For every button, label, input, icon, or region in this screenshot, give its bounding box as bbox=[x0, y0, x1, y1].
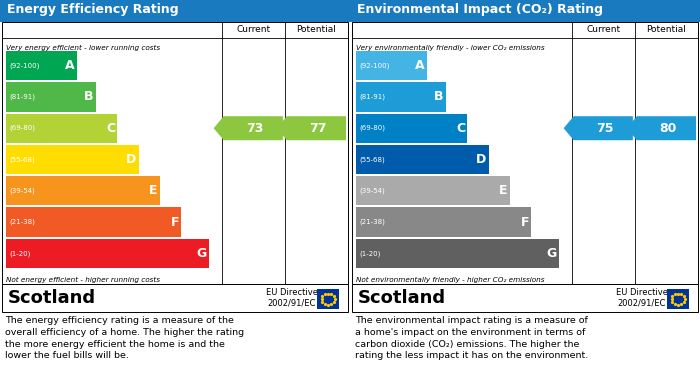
Text: F: F bbox=[521, 215, 529, 229]
Text: (69-80): (69-80) bbox=[9, 125, 35, 131]
Text: (81-91): (81-91) bbox=[9, 94, 35, 100]
Text: EU Directive
2002/91/EC: EU Directive 2002/91/EC bbox=[266, 288, 318, 308]
Text: A: A bbox=[415, 59, 424, 72]
Bar bbox=[6, 208, 181, 237]
Bar bbox=[6, 113, 117, 143]
Text: G: G bbox=[547, 247, 557, 260]
Text: Very environmentally friendly - lower CO₂ emissions: Very environmentally friendly - lower CO… bbox=[356, 45, 545, 51]
Bar bbox=[356, 208, 531, 237]
Text: (1-20): (1-20) bbox=[9, 250, 30, 256]
Bar bbox=[0, 0, 350, 22]
Text: The environmental impact rating is a measure of
a home's impact on the environme: The environmental impact rating is a mea… bbox=[355, 316, 588, 361]
Text: Potential: Potential bbox=[297, 25, 337, 34]
Text: (21-38): (21-38) bbox=[9, 219, 35, 225]
Polygon shape bbox=[214, 116, 283, 140]
Bar bbox=[356, 145, 489, 174]
Text: (55-68): (55-68) bbox=[359, 156, 385, 163]
Text: C: C bbox=[456, 122, 465, 135]
Text: The energy efficiency rating is a measure of the
overall efficiency of a home. T: The energy efficiency rating is a measur… bbox=[5, 316, 244, 361]
Text: 80: 80 bbox=[659, 122, 677, 135]
Text: 77: 77 bbox=[309, 122, 327, 135]
Text: B: B bbox=[434, 90, 444, 104]
Bar bbox=[6, 239, 209, 268]
Bar bbox=[356, 113, 467, 143]
Text: 73: 73 bbox=[246, 122, 264, 135]
Text: F: F bbox=[171, 215, 179, 229]
Text: Potential: Potential bbox=[647, 25, 687, 34]
Text: Very energy efficient - lower running costs: Very energy efficient - lower running co… bbox=[6, 45, 160, 51]
Text: D: D bbox=[476, 153, 486, 166]
Text: Scotland: Scotland bbox=[8, 289, 96, 307]
Bar bbox=[6, 82, 96, 111]
Bar bbox=[6, 176, 160, 205]
Text: Energy Efficiency Rating: Energy Efficiency Rating bbox=[7, 4, 178, 16]
Bar bbox=[356, 51, 426, 80]
Text: (81-91): (81-91) bbox=[359, 94, 385, 100]
Text: Environmental Impact (CO₂) Rating: Environmental Impact (CO₂) Rating bbox=[357, 4, 603, 16]
Text: Scotland: Scotland bbox=[358, 289, 446, 307]
Text: E: E bbox=[149, 184, 158, 197]
Bar bbox=[6, 51, 76, 80]
Text: B: B bbox=[84, 90, 94, 104]
Text: (39-54): (39-54) bbox=[9, 188, 35, 194]
Bar bbox=[2, 284, 348, 312]
Polygon shape bbox=[276, 116, 346, 140]
Text: E: E bbox=[499, 184, 508, 197]
Bar bbox=[2, 22, 348, 284]
Text: EU Directive
2002/91/EC: EU Directive 2002/91/EC bbox=[616, 288, 668, 308]
Bar bbox=[356, 176, 510, 205]
Text: (21-38): (21-38) bbox=[359, 219, 385, 225]
Polygon shape bbox=[626, 116, 696, 140]
Text: C: C bbox=[106, 122, 115, 135]
Text: D: D bbox=[126, 153, 136, 166]
Text: (69-80): (69-80) bbox=[359, 125, 385, 131]
Text: (1-20): (1-20) bbox=[359, 250, 380, 256]
Bar bbox=[350, 0, 700, 22]
Text: 75: 75 bbox=[596, 122, 614, 135]
Text: Current: Current bbox=[586, 25, 620, 34]
Text: (39-54): (39-54) bbox=[359, 188, 385, 194]
Bar bbox=[667, 289, 689, 309]
Bar bbox=[352, 284, 698, 312]
Text: Not energy efficient - higher running costs: Not energy efficient - higher running co… bbox=[6, 277, 160, 283]
Text: (92-100): (92-100) bbox=[9, 63, 39, 69]
Bar bbox=[356, 239, 559, 268]
Text: Current: Current bbox=[236, 25, 270, 34]
Polygon shape bbox=[564, 116, 633, 140]
Text: G: G bbox=[197, 247, 207, 260]
Bar bbox=[317, 289, 339, 309]
Text: Not environmentally friendly - higher CO₂ emissions: Not environmentally friendly - higher CO… bbox=[356, 277, 545, 283]
Bar bbox=[356, 82, 446, 111]
Text: (55-68): (55-68) bbox=[9, 156, 35, 163]
Bar bbox=[6, 145, 139, 174]
Text: A: A bbox=[65, 59, 74, 72]
Text: (92-100): (92-100) bbox=[359, 63, 389, 69]
Bar bbox=[352, 22, 698, 284]
